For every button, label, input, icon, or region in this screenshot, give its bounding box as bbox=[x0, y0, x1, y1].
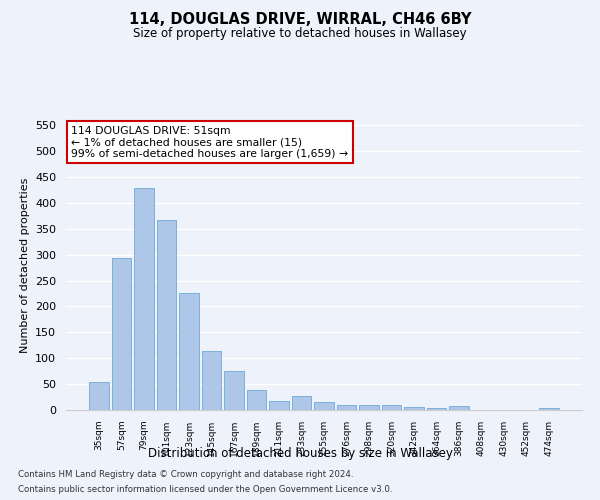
Bar bbox=[269, 400, 289, 410]
Bar bbox=[314, 402, 334, 410]
Bar bbox=[382, 405, 401, 410]
Bar bbox=[179, 294, 199, 410]
Bar bbox=[337, 405, 356, 410]
Bar bbox=[134, 188, 154, 410]
Text: Distribution of detached houses by size in Wallasey: Distribution of detached houses by size … bbox=[148, 448, 452, 460]
Text: 114 DOUGLAS DRIVE: 51sqm
← 1% of detached houses are smaller (15)
99% of semi-de: 114 DOUGLAS DRIVE: 51sqm ← 1% of detache… bbox=[71, 126, 348, 159]
Bar bbox=[112, 258, 131, 410]
Bar bbox=[539, 408, 559, 410]
Text: Contains HM Land Registry data © Crown copyright and database right 2024.: Contains HM Land Registry data © Crown c… bbox=[18, 470, 353, 479]
Bar bbox=[247, 390, 266, 410]
Bar bbox=[89, 382, 109, 410]
Bar bbox=[292, 396, 311, 410]
Text: Size of property relative to detached houses in Wallasey: Size of property relative to detached ho… bbox=[133, 28, 467, 40]
Text: 114, DOUGLAS DRIVE, WIRRAL, CH46 6BY: 114, DOUGLAS DRIVE, WIRRAL, CH46 6BY bbox=[129, 12, 471, 28]
Bar bbox=[202, 352, 221, 410]
Bar bbox=[157, 220, 176, 410]
Bar bbox=[449, 406, 469, 410]
Text: Contains public sector information licensed under the Open Government Licence v3: Contains public sector information licen… bbox=[18, 485, 392, 494]
Bar bbox=[224, 371, 244, 410]
Bar bbox=[404, 408, 424, 410]
Bar bbox=[359, 405, 379, 410]
Bar bbox=[427, 408, 446, 410]
Y-axis label: Number of detached properties: Number of detached properties bbox=[20, 178, 29, 352]
